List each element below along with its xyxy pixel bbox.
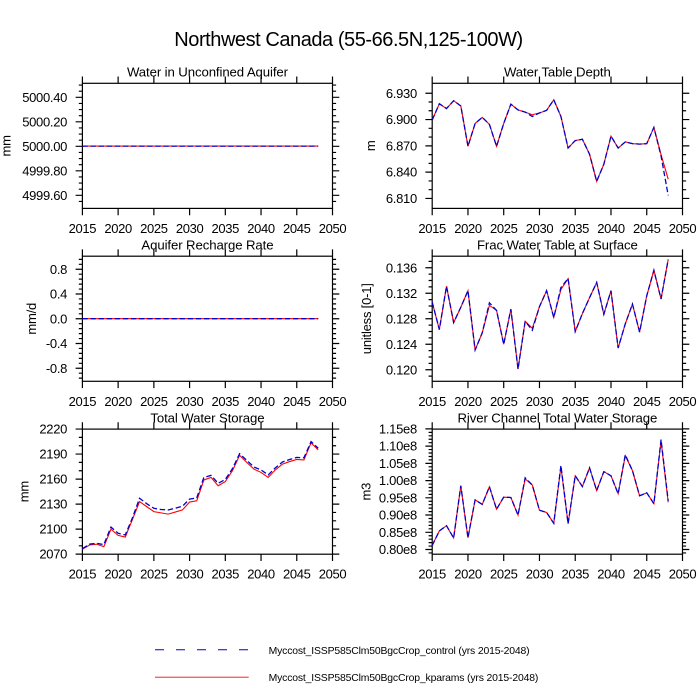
svg-text:0.0: 0.0 xyxy=(50,311,67,326)
svg-text:2030: 2030 xyxy=(176,567,204,582)
svg-text:2030: 2030 xyxy=(176,394,204,409)
svg-text:2045: 2045 xyxy=(283,567,311,582)
svg-text:2025: 2025 xyxy=(490,221,518,236)
svg-text:-0.8: -0.8 xyxy=(46,361,67,376)
svg-text:0.128: 0.128 xyxy=(386,311,417,326)
svg-text:2045: 2045 xyxy=(283,394,311,409)
svg-text:m: m xyxy=(363,141,378,152)
svg-text:2020: 2020 xyxy=(104,567,132,582)
svg-text:2035: 2035 xyxy=(212,394,240,409)
svg-text:2035: 2035 xyxy=(561,221,589,236)
svg-text:2025: 2025 xyxy=(140,567,168,582)
svg-text:6.930: 6.930 xyxy=(386,86,417,101)
svg-text:2050: 2050 xyxy=(319,394,347,409)
svg-text:mm: mm xyxy=(0,135,14,156)
svg-text:2050: 2050 xyxy=(669,394,697,409)
svg-text:2050: 2050 xyxy=(319,567,347,582)
svg-text:unitless [0-1]: unitless [0-1] xyxy=(359,283,374,354)
svg-text:2025: 2025 xyxy=(490,567,518,582)
svg-text:Water in Unconfined Aquifer: Water in Unconfined Aquifer xyxy=(127,65,289,80)
svg-text:2045: 2045 xyxy=(633,394,661,409)
svg-text:mm/d: mm/d xyxy=(24,303,39,335)
svg-text:2040: 2040 xyxy=(247,394,275,409)
svg-text:0.136: 0.136 xyxy=(386,260,417,275)
svg-text:2020: 2020 xyxy=(454,394,482,409)
svg-text:Northwest Canada (55-66.5N,125: Northwest Canada (55-66.5N,125-100W) xyxy=(174,29,522,51)
svg-text:0.95e8: 0.95e8 xyxy=(379,490,417,505)
svg-text:2015: 2015 xyxy=(69,221,97,236)
svg-text:2045: 2045 xyxy=(633,221,661,236)
svg-text:2015: 2015 xyxy=(69,394,97,409)
svg-text:2030: 2030 xyxy=(526,221,554,236)
svg-text:2040: 2040 xyxy=(597,221,625,236)
svg-text:5000.20: 5000.20 xyxy=(22,114,67,129)
svg-text:0.4: 0.4 xyxy=(50,287,67,302)
svg-text:2030: 2030 xyxy=(526,394,554,409)
svg-text:2035: 2035 xyxy=(561,394,589,409)
svg-text:2130: 2130 xyxy=(39,497,67,512)
svg-text:2160: 2160 xyxy=(39,472,67,487)
svg-text:5000.00: 5000.00 xyxy=(22,139,67,154)
svg-text:5000.40: 5000.40 xyxy=(22,90,67,105)
svg-text:River Channel Total Water Stor: River Channel Total Water Storage xyxy=(457,410,657,425)
svg-text:4999.60: 4999.60 xyxy=(22,188,67,203)
svg-text:2030: 2030 xyxy=(526,567,554,582)
svg-text:4999.80: 4999.80 xyxy=(22,163,67,178)
svg-text:2190: 2190 xyxy=(39,447,67,462)
svg-text:m3: m3 xyxy=(358,483,373,501)
svg-text:2040: 2040 xyxy=(247,567,275,582)
svg-text:2025: 2025 xyxy=(140,394,168,409)
svg-text:0.90e8: 0.90e8 xyxy=(379,508,417,523)
svg-text:2040: 2040 xyxy=(597,567,625,582)
svg-text:Total Water Storage: Total Water Storage xyxy=(150,410,264,425)
svg-text:2050: 2050 xyxy=(669,221,697,236)
svg-text:Aquifer Recharge Rate: Aquifer Recharge Rate xyxy=(141,238,273,253)
svg-text:1.15e8: 1.15e8 xyxy=(379,421,417,436)
svg-text:1.10e8: 1.10e8 xyxy=(379,439,417,454)
svg-text:2220: 2220 xyxy=(39,422,67,437)
svg-text:2040: 2040 xyxy=(247,221,275,236)
svg-text:2030: 2030 xyxy=(176,221,204,236)
svg-text:2045: 2045 xyxy=(283,221,311,236)
svg-text:2020: 2020 xyxy=(104,221,132,236)
svg-text:2035: 2035 xyxy=(212,221,240,236)
svg-text:0.8: 0.8 xyxy=(50,262,67,277)
svg-text:2045: 2045 xyxy=(633,567,661,582)
svg-text:Frac Water Table at Surface: Frac Water Table at Surface xyxy=(477,238,638,253)
svg-text:Myccost_ISSP585Clm50BgcCrop_co: Myccost_ISSP585Clm50BgcCrop_control (yrs… xyxy=(269,646,530,657)
svg-text:2020: 2020 xyxy=(454,221,482,236)
svg-text:0.85e8: 0.85e8 xyxy=(379,525,417,540)
svg-text:2100: 2100 xyxy=(39,522,67,537)
svg-text:mm: mm xyxy=(17,481,32,502)
svg-text:2070: 2070 xyxy=(39,547,67,562)
svg-text:2035: 2035 xyxy=(212,567,240,582)
svg-text:0.124: 0.124 xyxy=(386,337,417,352)
svg-text:2015: 2015 xyxy=(418,221,446,236)
svg-text:2015: 2015 xyxy=(418,394,446,409)
svg-text:2020: 2020 xyxy=(104,394,132,409)
svg-text:0.132: 0.132 xyxy=(386,286,417,301)
svg-text:Water Table Depth: Water Table Depth xyxy=(504,65,611,80)
svg-text:6.840: 6.840 xyxy=(386,165,417,180)
svg-text:1.05e8: 1.05e8 xyxy=(379,456,417,471)
svg-text:6.900: 6.900 xyxy=(386,112,417,127)
svg-text:2020: 2020 xyxy=(454,567,482,582)
svg-text:0.80e8: 0.80e8 xyxy=(379,542,417,557)
svg-text:6.810: 6.810 xyxy=(386,191,417,206)
svg-text:6.870: 6.870 xyxy=(386,138,417,153)
svg-text:0.120: 0.120 xyxy=(386,362,417,377)
svg-text:1.00e8: 1.00e8 xyxy=(379,473,417,488)
svg-text:2025: 2025 xyxy=(140,221,168,236)
svg-text:2015: 2015 xyxy=(418,567,446,582)
svg-text:2015: 2015 xyxy=(69,567,97,582)
svg-text:Myccost_ISSP585Clm50BgcCrop_kp: Myccost_ISSP585Clm50BgcCrop_kparams (yrs… xyxy=(269,673,539,684)
svg-text:2035: 2035 xyxy=(561,567,589,582)
svg-text:2050: 2050 xyxy=(669,567,697,582)
svg-text:2025: 2025 xyxy=(490,394,518,409)
svg-text:2040: 2040 xyxy=(597,394,625,409)
svg-text:-0.4: -0.4 xyxy=(46,336,67,351)
svg-text:2050: 2050 xyxy=(319,221,347,236)
